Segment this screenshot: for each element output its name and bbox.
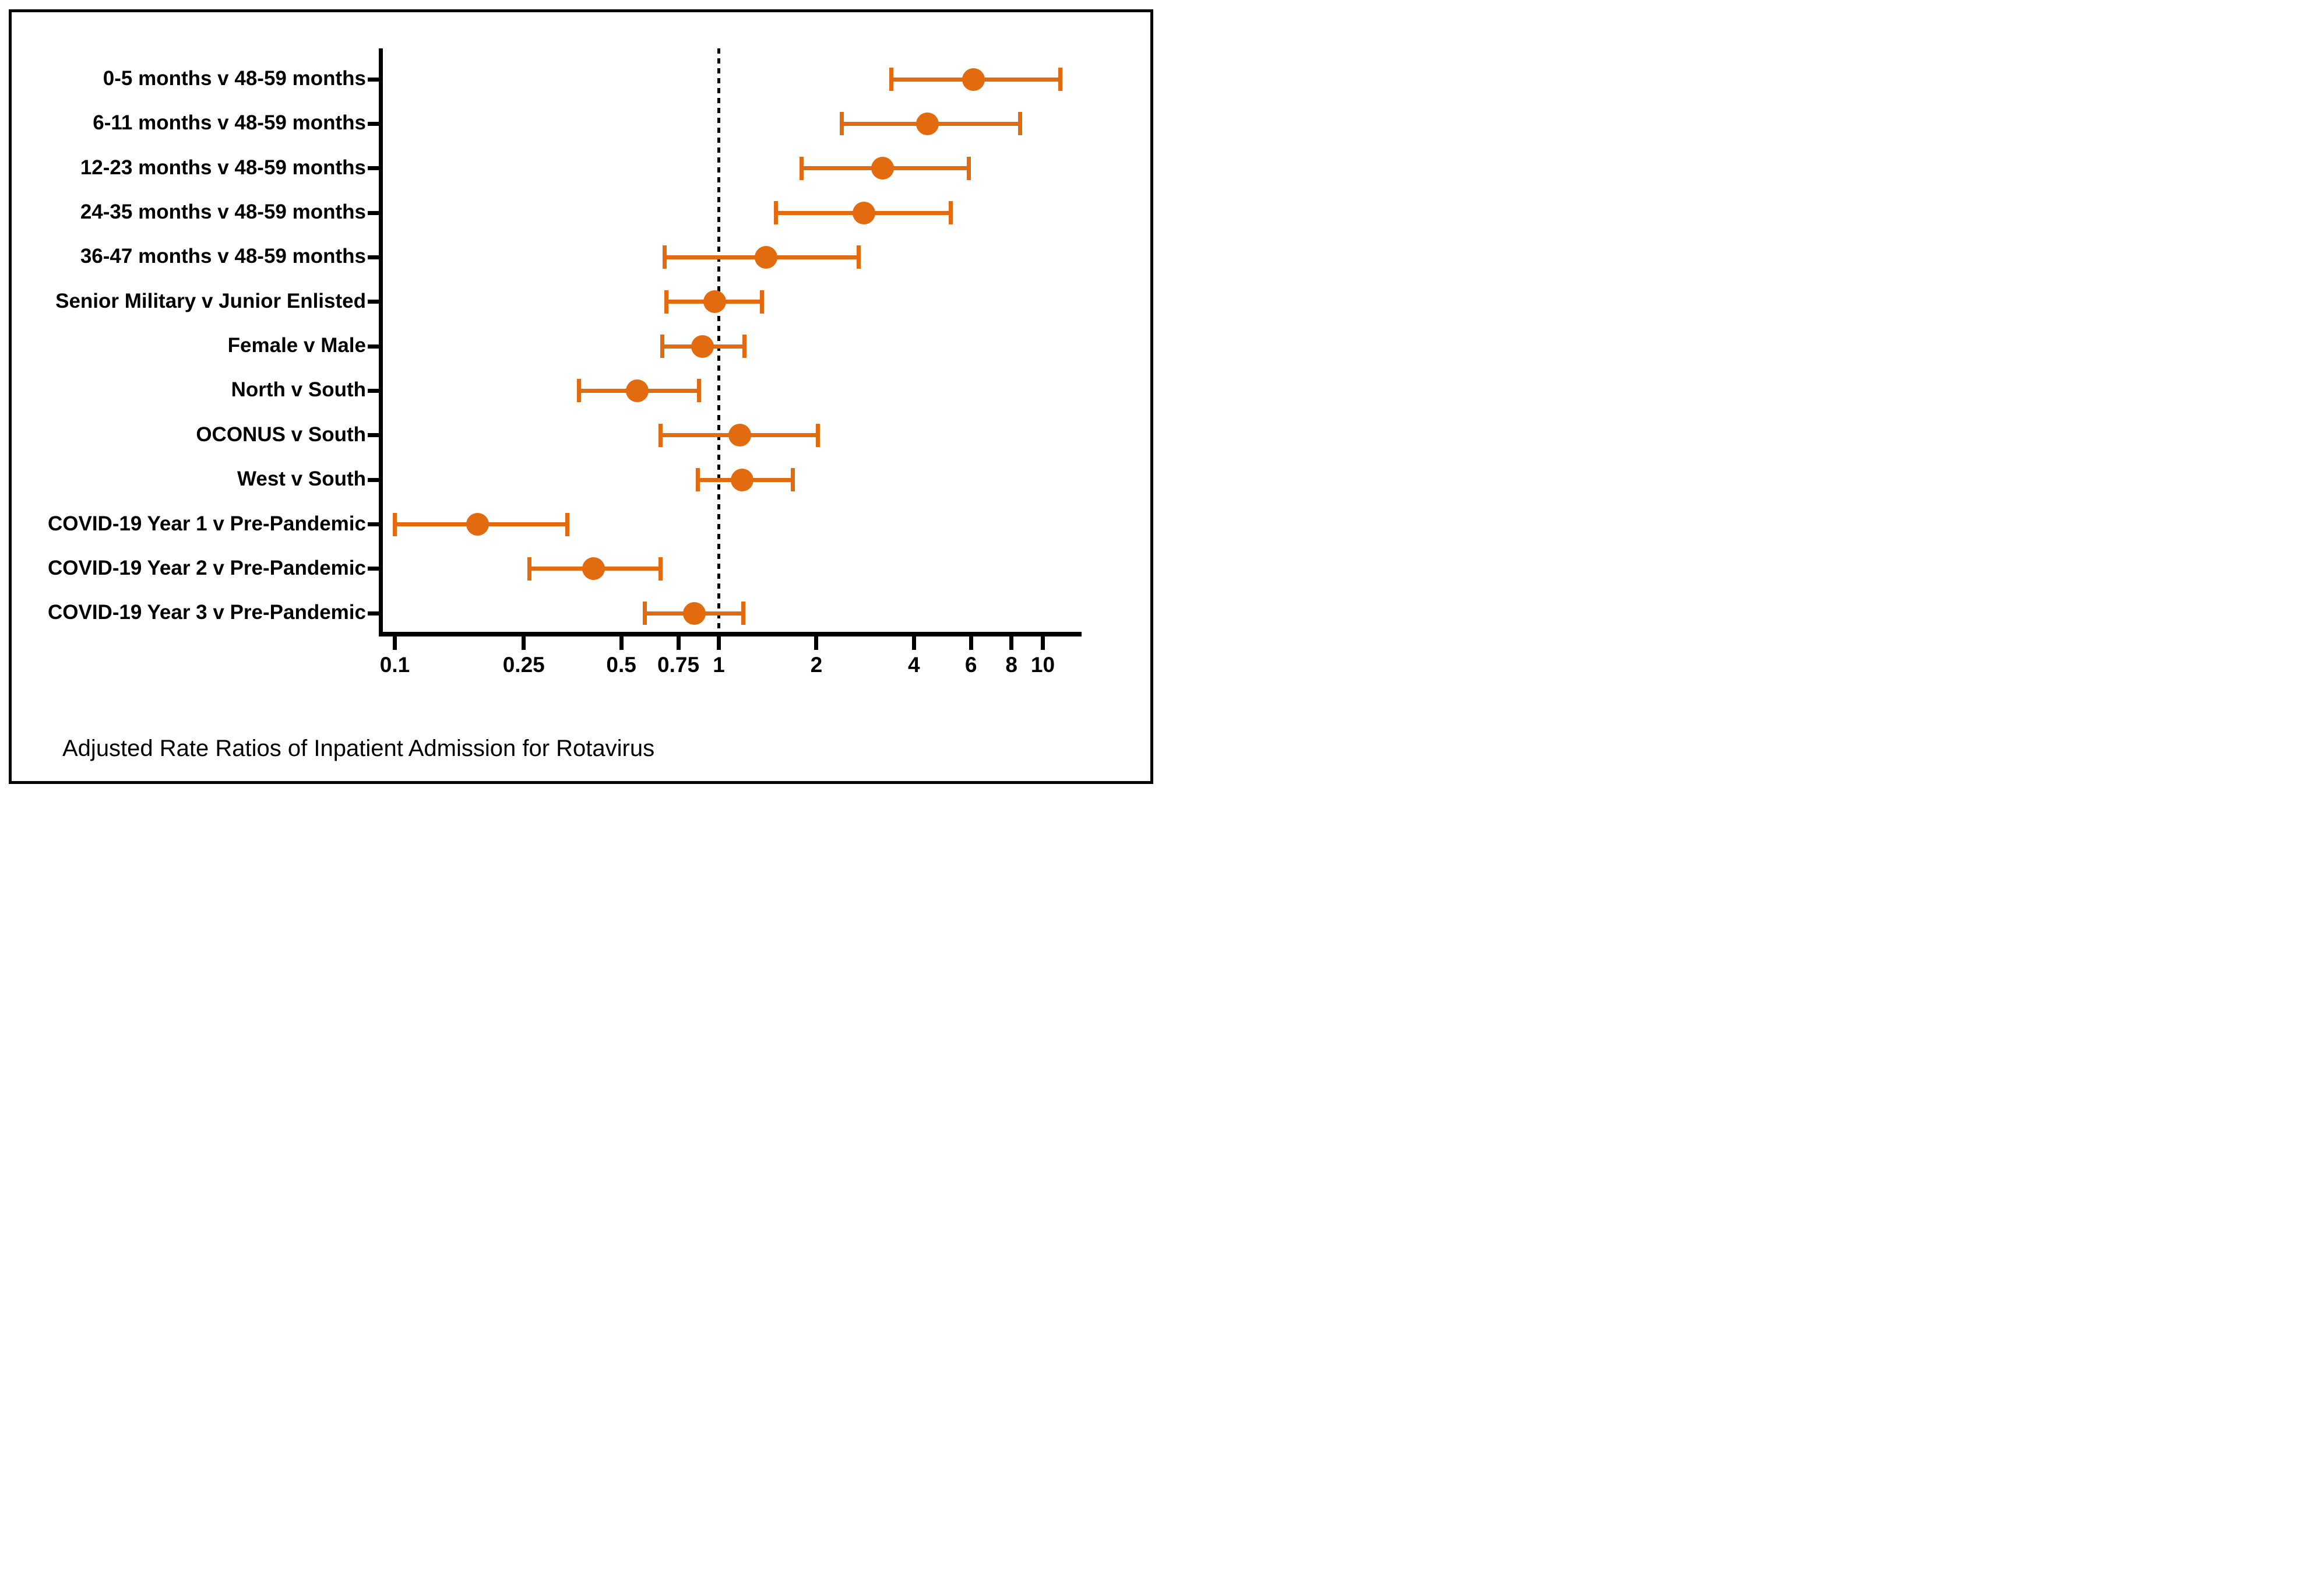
point-marker bbox=[915, 112, 939, 135]
x-axis-tick-label: 4 bbox=[907, 653, 920, 677]
point-marker bbox=[962, 68, 985, 91]
y-axis-tick bbox=[368, 300, 379, 304]
x-axis-tick bbox=[393, 636, 397, 650]
point-marker bbox=[466, 513, 489, 536]
y-axis-tick bbox=[368, 77, 379, 82]
y-axis-tick bbox=[368, 388, 379, 393]
x-axis-tick-label: 0.75 bbox=[657, 653, 700, 677]
row-label: COVID-19 Year 3 v Pre-Pandemic bbox=[47, 601, 366, 624]
y-axis-tick bbox=[368, 166, 379, 171]
y-axis-tick bbox=[368, 477, 379, 482]
x-axis-tick-label: 6 bbox=[964, 653, 977, 677]
y-axis-tick bbox=[368, 121, 379, 126]
row-label: North v South bbox=[231, 378, 366, 402]
x-axis-tick bbox=[619, 636, 624, 650]
point-marker bbox=[625, 379, 649, 402]
row-label: 12-23 months v 48-59 months bbox=[80, 156, 366, 179]
ci-cap-high bbox=[949, 201, 953, 225]
point-marker bbox=[871, 157, 894, 180]
x-axis-tick-label: 2 bbox=[810, 653, 823, 677]
x-axis-tick bbox=[1041, 636, 1045, 650]
ci-cap-high bbox=[742, 335, 747, 358]
ci-cap-low bbox=[889, 68, 893, 91]
point-marker bbox=[691, 335, 714, 358]
y-axis-tick bbox=[368, 255, 379, 259]
x-axis-tick-label: 0.1 bbox=[379, 653, 410, 677]
ci-cap-low bbox=[662, 245, 667, 269]
ci-cap-high bbox=[658, 557, 663, 581]
ci-cap-low bbox=[576, 379, 581, 403]
ci-cap-high bbox=[815, 423, 820, 447]
figure-border bbox=[9, 9, 1153, 784]
x-axis-tick-label: 1 bbox=[713, 653, 725, 677]
ci-cap-high bbox=[1017, 112, 1022, 136]
row-label: 6-11 months v 48-59 months bbox=[93, 111, 366, 135]
point-marker bbox=[582, 557, 605, 581]
x-axis-tick bbox=[969, 636, 973, 650]
x-axis-tick-label: 0.25 bbox=[502, 653, 545, 677]
ci-cap-low bbox=[527, 557, 531, 581]
ci-cap-high bbox=[697, 379, 702, 403]
ci-cap-low bbox=[642, 602, 647, 625]
y-axis-line bbox=[379, 48, 383, 637]
point-marker bbox=[730, 468, 753, 491]
x-axis-tick-label: 8 bbox=[1005, 653, 1017, 677]
row-label: Female v Male bbox=[227, 334, 366, 357]
x-axis-tick bbox=[717, 636, 721, 650]
point-marker bbox=[755, 245, 778, 269]
row-label: 0-5 months v 48-59 months bbox=[103, 67, 366, 90]
row-label: COVID-19 Year 2 v Pre-Pandemic bbox=[47, 556, 366, 579]
point-marker bbox=[682, 602, 706, 625]
ci-cap-low bbox=[658, 423, 663, 447]
point-marker bbox=[728, 424, 751, 447]
ci-cap-low bbox=[773, 201, 778, 225]
x-axis-tick-label: 0.5 bbox=[606, 653, 636, 677]
ci-cap-high bbox=[760, 290, 765, 314]
ci-cap-low bbox=[393, 512, 397, 536]
row-label: COVID-19 Year 1 v Pre-Pandemic bbox=[47, 512, 366, 535]
row-label: 24-35 months v 48-59 months bbox=[80, 201, 366, 224]
row-label: Senior Military v Junior Enlisted bbox=[55, 289, 366, 312]
row-label: 36-47 months v 48-59 months bbox=[80, 245, 366, 268]
x-axis-line bbox=[379, 631, 1082, 637]
ci-cap-high bbox=[856, 245, 861, 269]
ci-cap-high bbox=[790, 468, 795, 492]
reference-line bbox=[717, 48, 720, 634]
x-axis-tick bbox=[522, 636, 526, 650]
row-label: OCONUS v South bbox=[196, 423, 366, 446]
ci-cap-high bbox=[1058, 68, 1062, 91]
x-axis-tick bbox=[676, 636, 681, 650]
ci-cap-low bbox=[664, 290, 669, 314]
point-marker bbox=[852, 201, 875, 224]
point-marker bbox=[703, 290, 726, 314]
y-axis-tick bbox=[368, 567, 379, 571]
x-axis-tick bbox=[911, 636, 916, 650]
y-axis-tick bbox=[368, 210, 379, 215]
x-axis-tick-label: 10 bbox=[1030, 653, 1055, 677]
x-axis-tick bbox=[1009, 636, 1014, 650]
x-axis-tick bbox=[814, 636, 819, 650]
ci-cap-high bbox=[741, 602, 745, 625]
y-axis-tick bbox=[368, 433, 379, 438]
chart-title: Adjusted Rate Ratios of Inpatient Admiss… bbox=[62, 736, 655, 761]
ci-cap-low bbox=[840, 112, 844, 136]
figure-canvas: 0.1 0.25 0.5 0.75 1 2 4 6 8 10 0-5 months v 48-59 … bbox=[0, 0, 1162, 796]
ci-cap-low bbox=[660, 335, 665, 358]
ci-cap-low bbox=[799, 156, 804, 180]
y-axis-tick bbox=[368, 611, 379, 616]
ci-cap-high bbox=[966, 156, 971, 180]
ci-cap-high bbox=[565, 512, 569, 536]
row-label: West v South bbox=[237, 467, 366, 491]
y-axis-tick bbox=[368, 522, 379, 526]
ci-cap-low bbox=[695, 468, 700, 492]
y-axis-tick bbox=[368, 344, 379, 349]
